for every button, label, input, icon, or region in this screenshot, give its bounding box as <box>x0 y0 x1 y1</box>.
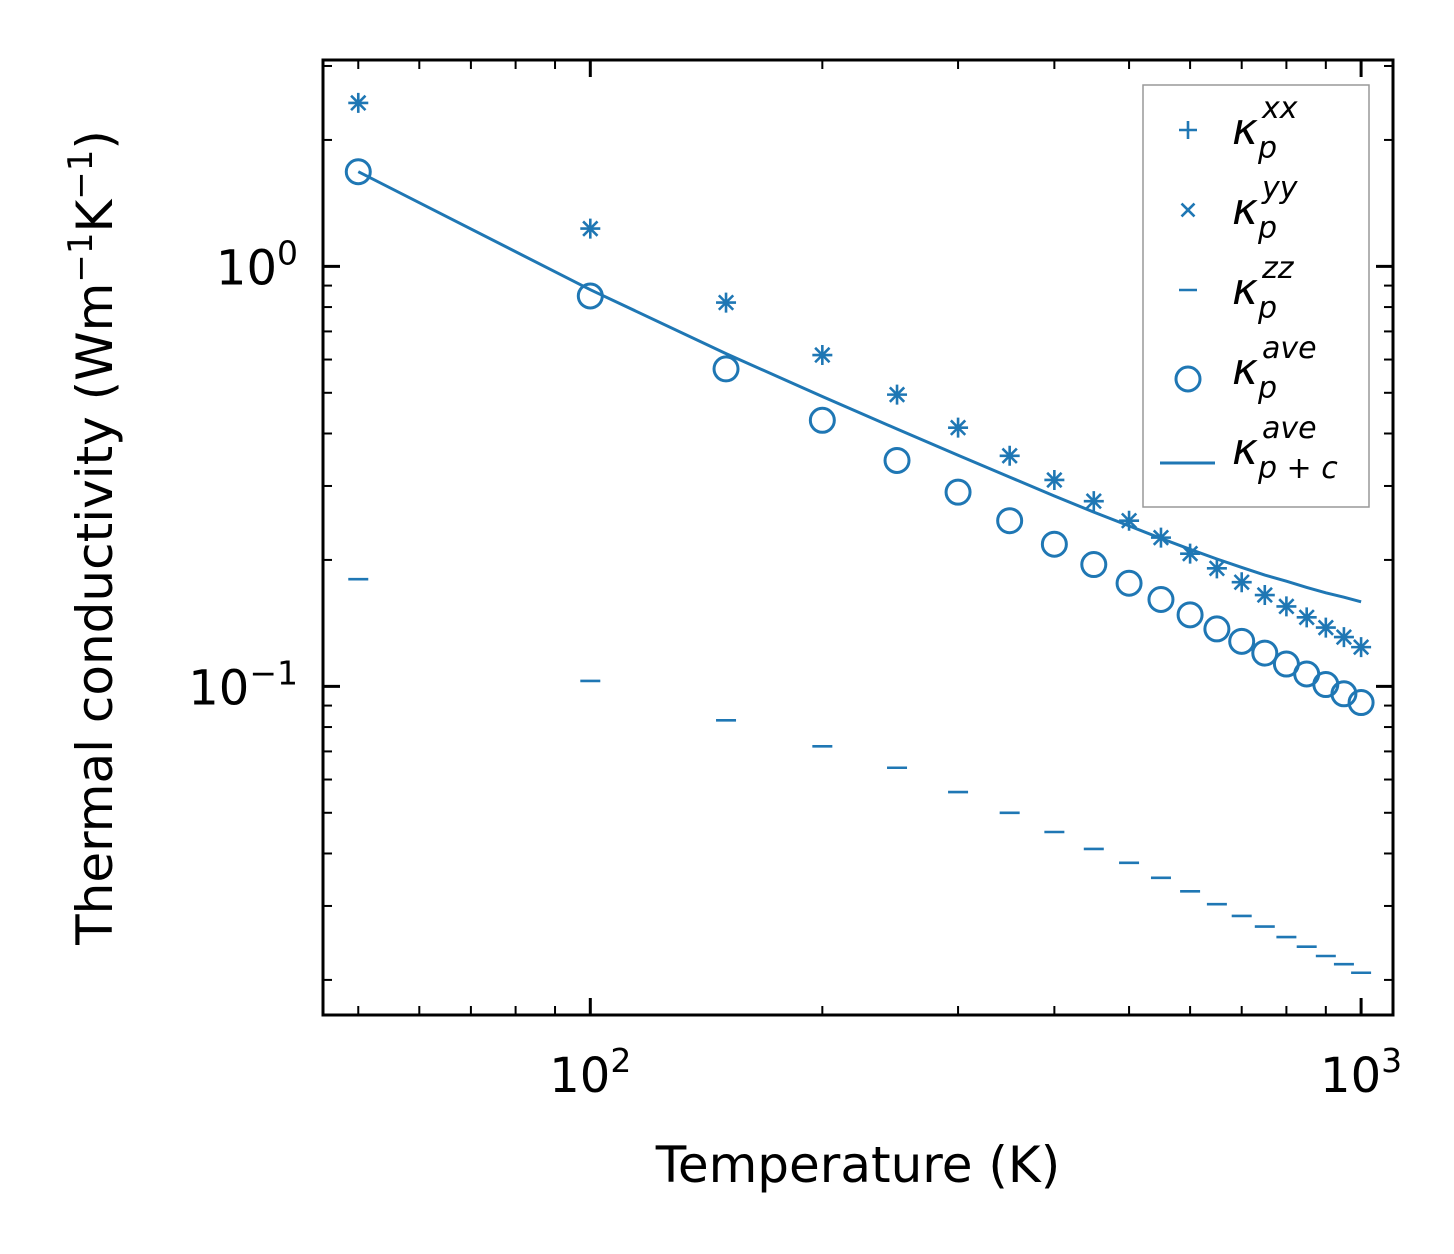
legend-label-symbol: κ <box>1232 264 1258 315</box>
legend-label: κp ave <box>1232 331 1317 406</box>
x-tick-label-exp: 3 <box>1381 1041 1402 1080</box>
x-axis-label: Temperature (K) <box>655 1136 1060 1194</box>
point-kappa_p_ave <box>1115 569 1143 597</box>
x-tick-label: 103 <box>1320 1041 1402 1104</box>
legend-label-sub: p <box>1257 291 1277 326</box>
legend-label-symbol: κ <box>1232 184 1258 235</box>
series-kappa_p_ave <box>344 158 1375 717</box>
y-tick-label-exp: 0 <box>277 233 298 272</box>
x-tick-label-exp: 2 <box>610 1041 631 1080</box>
x-tick-label: 102 <box>549 1041 631 1104</box>
legend-label-sup: ave <box>1262 331 1317 366</box>
point-kappa_p_yy <box>888 386 906 403</box>
y-tick-label: 10−1 <box>188 653 298 716</box>
y-axis-label-text: Thermal conductivity (Wm <box>66 283 124 946</box>
x-tick-label-base: 10 <box>1320 1048 1381 1104</box>
point-kappa_p_yy <box>1278 598 1295 615</box>
legend-marker-kappa_p_yy <box>1180 202 1196 218</box>
legend-label-symbol: κ <box>1232 344 1258 395</box>
y-axis-label-end: ) <box>66 130 124 150</box>
point-kappa_p_ave <box>808 406 836 434</box>
point-kappa_p_ave <box>1251 639 1279 667</box>
legend-label-sub: p <box>1257 211 1277 246</box>
legend-entry-kappa_p_yy: κp yy <box>1180 171 1299 246</box>
point-kappa_p_yy <box>1233 574 1250 591</box>
point-kappa_p_yy <box>582 220 599 237</box>
point-kappa_p_yy <box>1352 638 1370 656</box>
series-kappa_p_zz <box>348 577 1372 975</box>
legend-label-sup: yy <box>1261 171 1299 206</box>
point-kappa_p_ave <box>712 355 740 383</box>
y-axis-label-sup2: −1 <box>61 150 101 200</box>
legend-label: κp xx <box>1232 91 1298 166</box>
y-tick-label-base: 10 <box>188 660 249 716</box>
point-kappa_p_ave <box>1330 680 1358 708</box>
point-kappa_p_ave <box>944 478 972 506</box>
point-kappa_p_yy <box>1001 447 1018 464</box>
point-kappa_p_ave <box>996 507 1024 535</box>
point-kappa_p_ave <box>1080 551 1108 579</box>
point-kappa_p_ave <box>1228 627 1256 655</box>
legend-label: κp zz <box>1232 251 1295 326</box>
legend-label-sup: zz <box>1261 251 1295 286</box>
point-kappa_p_yy <box>717 294 735 311</box>
point-kappa_p_yy <box>1046 471 1063 489</box>
point-kappa_p_ave <box>344 158 372 186</box>
series-line-kappa_pc_ave <box>357 170 1362 604</box>
point-kappa_p_yy <box>949 419 967 436</box>
point-kappa_p_yy <box>1085 493 1102 510</box>
point-kappa_p_ave <box>1040 530 1068 558</box>
legend-entry-kappa_pc_ave: κp + c ave <box>1160 411 1338 486</box>
point-kappa_p_yy <box>814 346 831 364</box>
plot-frame <box>321 58 1395 1017</box>
y-axis-label-sup1: −1 <box>61 233 101 283</box>
legend-label-sup: ave <box>1262 411 1317 446</box>
legend-label-sup: xx <box>1261 91 1298 126</box>
legend-label-symbol: κ <box>1232 424 1258 475</box>
legend-label: κp + c ave <box>1232 411 1338 486</box>
legend-label-sub: p <box>1257 131 1277 166</box>
y-tick-label-base: 10 <box>216 240 277 296</box>
legend-marker-kappa_p_xx <box>1179 121 1197 139</box>
point-kappa_p_ave <box>1203 615 1231 643</box>
x-tick-label-base: 10 <box>549 1048 610 1104</box>
y-axis-label: Thermal conductivity (Wm−1K−1) <box>61 130 124 946</box>
point-kappa_p_yy <box>1208 560 1226 577</box>
point-kappa_p_ave <box>1347 689 1375 717</box>
point-kappa_p_yy <box>350 94 367 112</box>
point-kappa_p_ave <box>1147 585 1175 613</box>
point-kappa_p_ave <box>883 446 911 474</box>
series-kappa_pc_ave <box>357 170 1362 604</box>
legend-entry-kappa_p_zz: κp zz <box>1179 251 1295 326</box>
legend-label-symbol: κ <box>1232 104 1258 155</box>
legend-entry-kappa_p_xx: κp xx <box>1179 91 1298 166</box>
legend-entry-kappa_p_ave: κp ave <box>1174 331 1317 406</box>
legend-label: κp yy <box>1232 171 1299 246</box>
data-series <box>344 92 1375 975</box>
legend-marker-kappa_p_ave <box>1174 365 1202 393</box>
y-tick-label-exp: −1 <box>249 653 298 692</box>
point-kappa_p_yy <box>1335 628 1353 646</box>
point-kappa_p_ave <box>1176 601 1204 629</box>
y-tick-label: 100 <box>216 233 298 296</box>
legend-label-sub: p + c <box>1257 451 1338 486</box>
point-kappa_p_yy <box>1317 619 1334 636</box>
y-axis-label-mid: K <box>66 199 124 233</box>
legend-label-sub: p <box>1257 371 1277 406</box>
point-kappa_p_yy <box>1256 586 1273 604</box>
point-kappa_p_ave <box>576 282 604 310</box>
legend-box <box>1142 84 1370 508</box>
series-kappa_p_yy <box>350 94 1370 656</box>
point-kappa_p_yy <box>1298 609 1315 626</box>
